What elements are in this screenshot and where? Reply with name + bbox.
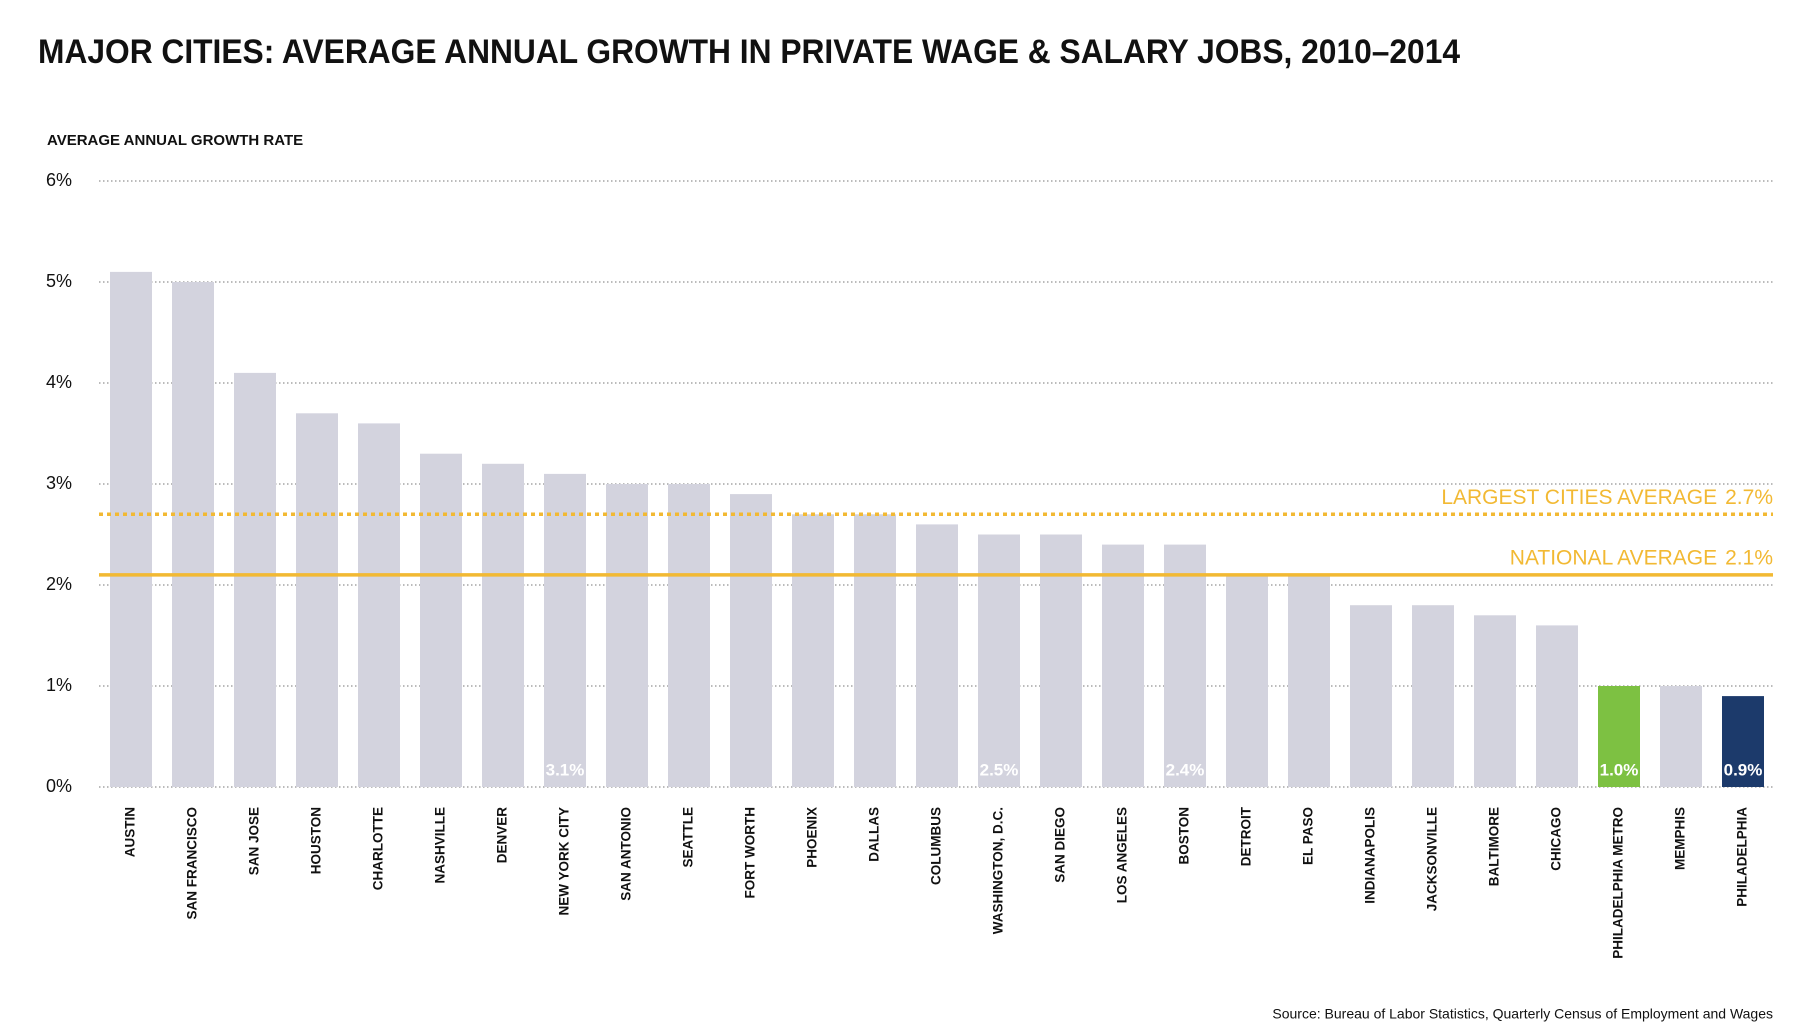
x-tick-label: DETROIT [1239,806,1254,866]
x-tick-label: SAN DIEGO [1053,807,1068,883]
x-tick-label: SAN JOSE [247,807,262,875]
y-tick-label: 6% [46,170,72,190]
y-tick-label: 2% [46,574,72,594]
x-tick-label: BALTIMORE [1487,807,1502,886]
chart-title: MAJOR CITIES: AVERAGE ANNUAL GROWTH IN P… [38,33,1460,71]
x-tick-label: INDIANAPOLIS [1363,807,1378,904]
bar [854,514,896,787]
y-tick-label: 0% [46,776,72,796]
bar [1288,574,1330,787]
x-tick-label: BOSTON [1177,807,1192,865]
x-tick-label: PHILADELPHIA METRO [1611,807,1626,959]
x-tick-label: WASHINGTON, D.C. [991,807,1006,934]
bar [1040,534,1082,787]
value-label: 3.1% [546,760,585,779]
reference-label: LARGEST CITIES AVERAGE [1441,486,1717,509]
y-tick-label: 1% [46,675,72,695]
y-tick-label: 3% [46,473,72,493]
bar [730,494,772,787]
y-tick-label: 4% [46,372,72,392]
bar [420,453,462,787]
x-tick-label: SAN FRANCISCO [185,807,200,920]
bar [1350,605,1392,787]
value-label: 1.0% [1600,760,1639,779]
x-tick-label: PHILADELPHIA [1735,807,1750,907]
x-tick-label: SEATTLE [681,807,696,868]
x-tick-label: HOUSTON [309,807,324,874]
bar [1102,544,1144,787]
bar [668,484,710,787]
x-tick-label: COLUMBUS [929,807,944,885]
value-label: 2.4% [1166,760,1205,779]
bar [1660,686,1702,787]
value-label: 0.9% [1724,760,1763,779]
x-tick-label: EL PASO [1301,807,1316,865]
x-tick-label: LOS ANGELES [1115,807,1130,903]
y-tick-label: 5% [46,271,72,291]
bar [544,473,586,787]
source: Source: Bureau of Labor Statistics, Quar… [1272,1006,1773,1022]
bar [606,484,648,787]
bar [234,372,276,787]
bar [978,534,1020,787]
bar [172,282,214,787]
x-tick-label: CHICAGO [1549,807,1564,871]
x-tick-label: CHARLOTTE [371,807,386,890]
bar [1164,544,1206,787]
bar [482,463,524,787]
x-tick-label: MEMPHIS [1673,807,1688,870]
x-tick-label: SAN ANTONIO [619,807,634,901]
reference-label: NATIONAL AVERAGE [1510,546,1717,569]
bar [1412,605,1454,787]
bar [1226,574,1268,787]
bar [792,514,834,787]
bar [110,271,152,787]
value-label: 2.5% [980,760,1019,779]
x-tick-label: AUSTIN [123,807,138,857]
x-tick-label: DENVER [495,807,510,864]
x-tick-label: JACKSONVILLE [1425,807,1440,911]
bar [1598,686,1640,787]
y-axis-label: AVERAGE ANNUAL GROWTH RATE [47,132,303,149]
bar [1474,615,1516,787]
reference-value: 2.1% [1725,546,1773,569]
bar [296,413,338,787]
x-tick-label: NEW YORK CITY [557,807,572,916]
x-tick-label: NASHVILLE [433,807,448,884]
x-tick-label: DALLAS [867,807,882,862]
x-tick-label: FORT WORTH [743,807,758,898]
bar [1536,625,1578,787]
bar [358,423,400,787]
bar [916,524,958,787]
x-tick-label: PHOENIX [805,807,820,868]
reference-value: 2.7% [1725,486,1773,509]
bar [1722,696,1764,787]
